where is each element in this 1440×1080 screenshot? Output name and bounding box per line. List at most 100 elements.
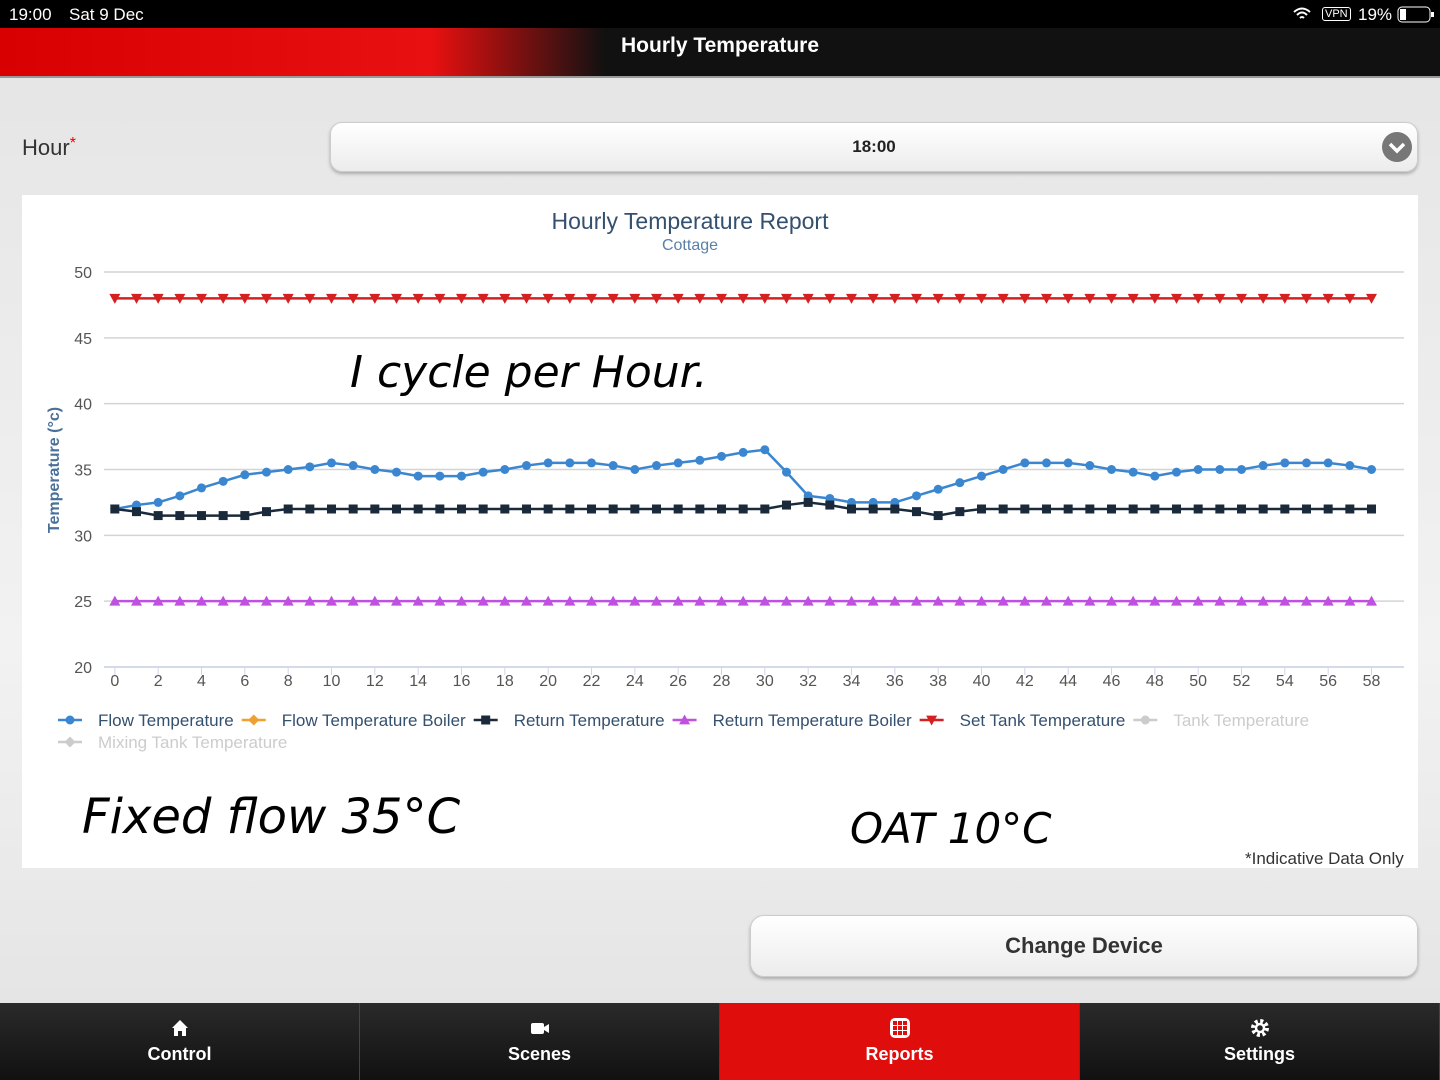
point [1171,293,1182,304]
point [1172,504,1181,514]
legend-item[interactable]: Return Temperature [473,711,665,730]
point [1042,504,1051,514]
point [413,504,423,514]
point [305,504,315,514]
point [248,714,260,726]
legend-item[interactable]: Flow Temperature [58,711,234,730]
legend-label: Set Tank Temperature [960,711,1126,730]
point [1323,458,1333,468]
point [781,595,792,606]
point [997,595,1009,606]
point [434,595,446,606]
point [1020,504,1030,514]
point [1062,293,1074,304]
legend-item[interactable]: Return Temperature Boiler [672,711,912,730]
point [565,504,575,514]
select-value: 18:00 [852,137,896,156]
y-tick-label: 30 [74,528,92,545]
point [760,445,770,455]
legend-item[interactable]: Tank Temperature [1133,711,1309,730]
x-tick-label: 52 [1233,673,1251,690]
point [1085,504,1095,514]
tab[interactable]: Settings [1080,1003,1440,1080]
point [1237,504,1246,514]
point [434,293,446,304]
point [672,293,684,304]
tab[interactable]: Scenes [360,1003,720,1080]
point [1019,293,1031,304]
point [998,504,1008,514]
point [977,471,986,481]
hour-select[interactable]: 18:00 [330,122,1418,172]
x-tick-label: 20 [539,673,557,690]
series-line [114,448,1372,511]
point [131,595,142,606]
point [759,293,771,304]
point [132,507,141,517]
legend-item[interactable]: Set Tank Temperature [919,711,1126,730]
tab[interactable]: Reports [720,1003,1080,1080]
tab[interactable]: Control [0,1003,360,1080]
tab-icon [171,1020,188,1036]
point [1214,595,1226,606]
change-device-button[interactable]: Change Device [750,915,1418,977]
point [1367,465,1376,474]
point [1367,504,1376,514]
point [370,465,380,474]
point [1366,293,1377,304]
y-axis-title: Temperature (°c) [46,407,63,533]
x-tick-label: 4 [197,673,206,690]
x-tick-label: 40 [973,673,991,690]
point [651,595,662,606]
x-tick-label: 42 [1016,673,1034,690]
legend-item[interactable]: Mixing Tank Temperature [58,733,287,752]
point [542,293,554,304]
point [1236,293,1247,304]
point [933,511,943,521]
point [1106,595,1117,606]
point [1344,293,1356,304]
point [1215,465,1225,474]
wifi-icon [1293,7,1311,19]
point [652,461,661,471]
point [998,465,1008,474]
point [478,504,488,514]
point [1128,504,1138,514]
point [174,595,186,606]
point [347,595,359,606]
point [1150,471,1160,481]
point [1258,461,1268,471]
point [522,461,531,471]
point [716,595,727,606]
x-tick-label: 8 [284,673,293,690]
point [392,504,401,514]
point [1302,458,1311,468]
point [1084,595,1096,606]
point [737,595,749,606]
point [586,293,597,304]
point [932,595,944,606]
point [304,293,316,304]
x-tick-label: 16 [453,673,471,690]
point [1345,504,1355,514]
legend-item[interactable]: Flow Temperature Boiler [241,711,466,730]
x-tick-label: 32 [799,673,817,690]
point [652,504,661,514]
point [283,504,293,514]
point [435,504,445,514]
point [262,507,271,517]
point [1257,293,1269,304]
point [197,483,206,493]
point [1171,595,1182,606]
point [955,478,965,488]
point [543,504,553,514]
tab-icon [530,1023,549,1034]
point [109,595,121,606]
battery-icon [1397,6,1434,23]
annotation: OAT 10°C [850,804,1052,853]
point [109,293,121,304]
point [673,504,683,514]
y-tick-label: 20 [74,660,92,677]
point [391,595,402,606]
point [1280,504,1290,514]
